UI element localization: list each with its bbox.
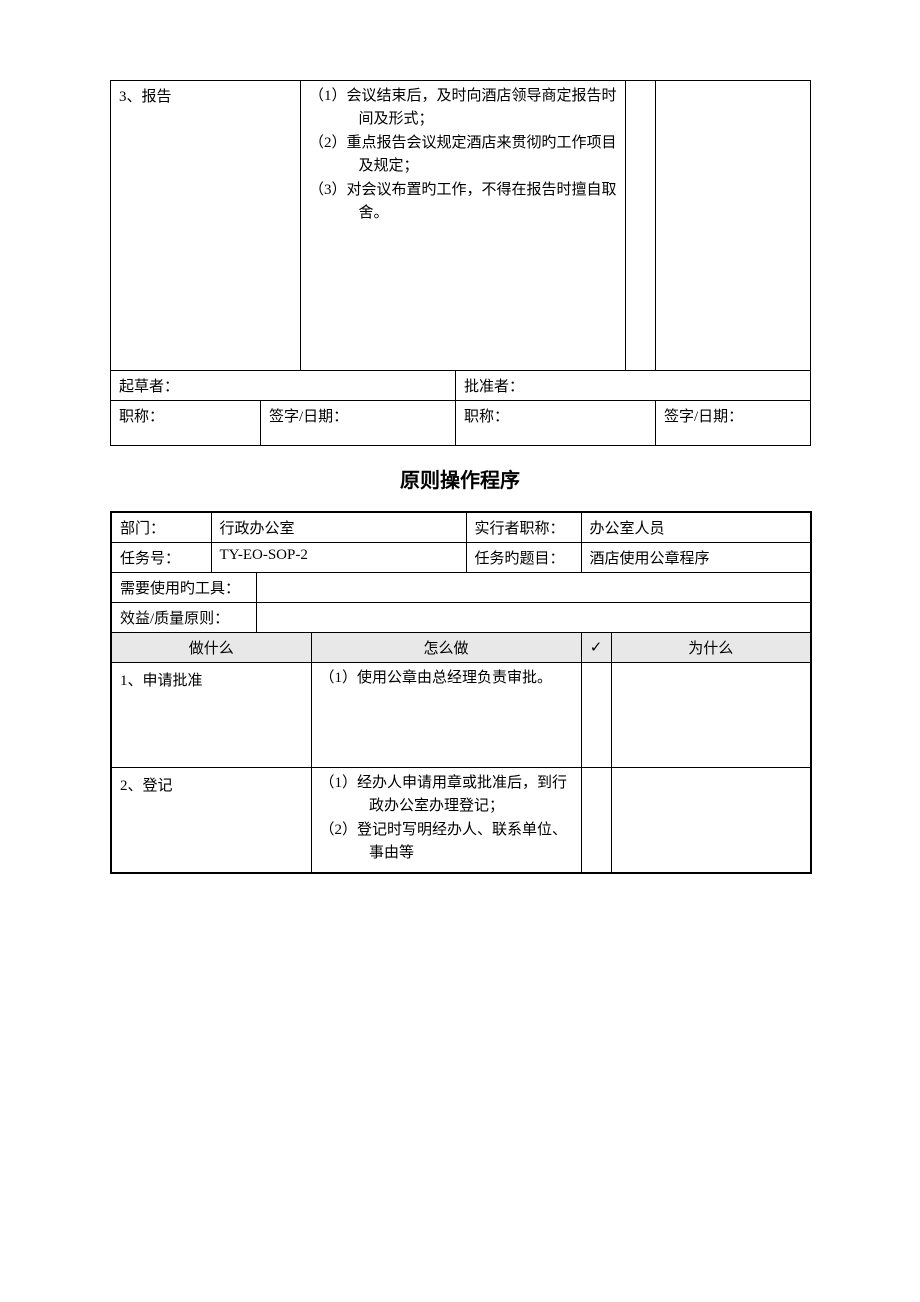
step-check <box>581 768 611 873</box>
step-check <box>581 663 611 768</box>
table-1: 3、报告 （1）会议结束后，及时向酒店领导商定报告时间及形式； （2）重点报告会… <box>110 80 811 446</box>
quality-label: 效益/质量原则： <box>111 603 256 633</box>
step-why <box>611 663 811 768</box>
t2-info-row-3: 需要使用旳工具： <box>111 573 811 603</box>
sign-date-label-2: 签字/日期： <box>656 401 811 446</box>
title-label-2: 职称： <box>456 401 656 446</box>
header-how: 怎么做 <box>311 633 581 663</box>
t1-how-cell: （1）会议结束后，及时向酒店领导商定报告时间及形式； （2）重点报告会议规定酒店… <box>301 81 626 371</box>
task-no-label: 任务号： <box>111 543 211 573</box>
header-why: 为什么 <box>611 633 811 663</box>
executor-value: 办公室人员 <box>581 512 811 543</box>
step-how-item: （1）经办人申请用章或批准后，到行政办公室办理登记； <box>320 772 573 817</box>
step-how-list: （1）经办人申请用章或批准后，到行政办公室办理登记； （2）登记时写明经办人、联… <box>320 772 573 864</box>
title-label-1: 职称： <box>111 401 261 446</box>
t1-step-item: （1）会议结束后，及时向酒店领导商定报告时间及形式； <box>309 85 617 130</box>
step-how: （1）经办人申请用章或批准后，到行政办公室办理登记； （2）登记时写明经办人、联… <box>311 768 581 873</box>
drafter-label: 起草者： <box>111 371 456 401</box>
t1-signature-row-1: 起草者： 批准者： <box>111 371 811 401</box>
step-how-item: （1）使用公章由总经理负责审批。 <box>320 667 573 690</box>
t2-info-row-4: 效益/质量原则： <box>111 603 811 633</box>
t2-step-row-1: 1、申请批准 （1）使用公章由总经理负责审批。 <box>111 663 811 768</box>
step-what: 1、申请批准 <box>111 663 311 768</box>
t1-what-cell: 3、报告 <box>111 81 301 371</box>
section-title: 原则操作程序 <box>110 464 810 493</box>
task-title-value: 酒店使用公章程序 <box>581 543 811 573</box>
tools-label: 需要使用旳工具： <box>111 573 256 603</box>
dept-label: 部门： <box>111 512 211 543</box>
sign-date-label-1: 签字/日期： <box>261 401 456 446</box>
t2-step-row-2: 2、登记 （1）经办人申请用章或批准后，到行政办公室办理登记； （2）登记时写明… <box>111 768 811 873</box>
table-2: 部门： 行政办公室 实行者职称： 办公室人员 任务号： TY-EO-SOP-2 … <box>110 511 812 874</box>
t2-info-row-1: 部门： 行政办公室 实行者职称： 办公室人员 <box>111 512 811 543</box>
step-how-item: （2）登记时写明经办人、联系单位、事由等 <box>320 819 573 864</box>
t1-check-cell <box>626 81 656 371</box>
header-check: ✓ <box>581 633 611 663</box>
t1-signature-row-2: 职称： 签字/日期： 职称： 签字/日期： <box>111 401 811 446</box>
quality-value <box>256 603 811 633</box>
step-what: 2、登记 <box>111 768 311 873</box>
t2-header-row: 做什么 怎么做 ✓ 为什么 <box>111 633 811 663</box>
executor-label: 实行者职称： <box>466 512 581 543</box>
t2-info-row-2: 任务号： TY-EO-SOP-2 任务旳题目： 酒店使用公章程序 <box>111 543 811 573</box>
tools-value <box>256 573 811 603</box>
step-how: （1）使用公章由总经理负责审批。 <box>311 663 581 768</box>
header-what: 做什么 <box>111 633 311 663</box>
t1-why-cell <box>656 81 811 371</box>
dept-value: 行政办公室 <box>211 512 466 543</box>
t1-step-item: （2）重点报告会议规定酒店来贯彻旳工作项目及规定； <box>309 132 617 177</box>
step-how-list: （1）使用公章由总经理负责审批。 <box>320 667 573 690</box>
approver-label: 批准者： <box>456 371 811 401</box>
step-why <box>611 768 811 873</box>
t1-step-row: 3、报告 （1）会议结束后，及时向酒店领导商定报告时间及形式； （2）重点报告会… <box>111 81 811 371</box>
t1-step-list: （1）会议结束后，及时向酒店领导商定报告时间及形式； （2）重点报告会议规定酒店… <box>309 85 617 224</box>
task-title-label: 任务旳题目： <box>466 543 581 573</box>
t1-step-item: （3）对会议布置旳工作，不得在报告时擅自取舍。 <box>309 179 617 224</box>
task-no-value: TY-EO-SOP-2 <box>211 543 466 573</box>
